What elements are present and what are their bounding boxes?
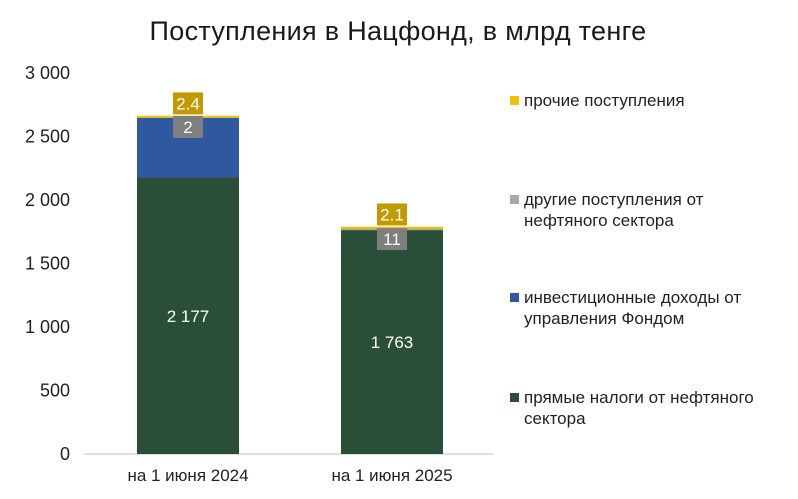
- data-label-text: 2.1: [380, 205, 404, 224]
- y-tick-label: 1 500: [25, 254, 70, 274]
- legend-swatch: [510, 293, 519, 302]
- x-category-label: на 1 июня 2024: [127, 466, 248, 485]
- data-label-box: [173, 92, 203, 115]
- data-label-text: 11: [383, 230, 401, 249]
- data-label: 11: [377, 228, 407, 251]
- y-tick-label: 0: [60, 444, 70, 464]
- y-tick-label: 3 000: [25, 63, 70, 83]
- y-tick-label: 2 000: [25, 190, 70, 210]
- legend-item: другие поступления от нефтяного сектора: [510, 190, 704, 230]
- x-category-label: на 1 июня 2025: [331, 466, 452, 485]
- data-label-text: 2.4: [176, 94, 200, 113]
- legend-label: прямые налоги от нефтяного сектора: [524, 388, 754, 428]
- legend-item: инвестиционные доходы от управления Фондо…: [510, 288, 741, 328]
- data-label: 1 763: [371, 333, 414, 352]
- data-label-text: 1 763: [371, 333, 414, 352]
- legend-label: прочие поступления: [524, 91, 685, 110]
- y-tick-label: 500: [40, 381, 70, 401]
- bar-segment: [341, 230, 443, 454]
- data-label-box: [173, 115, 203, 138]
- data-label: 2 177: [167, 307, 210, 326]
- bars: 2 177 2 2.4 1 763 11 2.1: [137, 92, 443, 454]
- data-label: 2: [173, 115, 203, 138]
- bar-segment: [137, 177, 239, 454]
- x-axis: на 1 июня 2024 на 1 июня 2025: [84, 453, 494, 485]
- y-tick-label: 1 000: [25, 317, 70, 337]
- legend-label: другие поступления от нефтяного сектора: [524, 190, 704, 230]
- data-label: 2.4: [173, 92, 203, 115]
- data-label-box: [377, 228, 407, 251]
- legend-swatch: [510, 96, 519, 105]
- data-label-box: [377, 203, 407, 226]
- legend-item: прочие поступления: [510, 91, 685, 110]
- data-label-text: 2 177: [167, 307, 210, 326]
- legend-label: инвестиционные доходы от управления Фондо…: [524, 288, 741, 328]
- chart-title: Поступления в Нацфонд, в млрд тенге: [150, 16, 647, 46]
- y-axis: 0 500 1 000 1 500 2 000 2 500 3 000: [25, 63, 70, 464]
- legend-swatch: [510, 393, 519, 402]
- legend-item: прямые налоги от нефтяного сектора: [510, 388, 754, 428]
- data-label: 2.1: [377, 203, 407, 226]
- data-label-text: 2: [183, 118, 192, 137]
- bar-segment: [341, 226, 443, 229]
- y-tick-label: 2 500: [25, 127, 70, 147]
- legend: прочие поступления другие поступления от н…: [510, 91, 754, 428]
- legend-swatch: [510, 195, 519, 204]
